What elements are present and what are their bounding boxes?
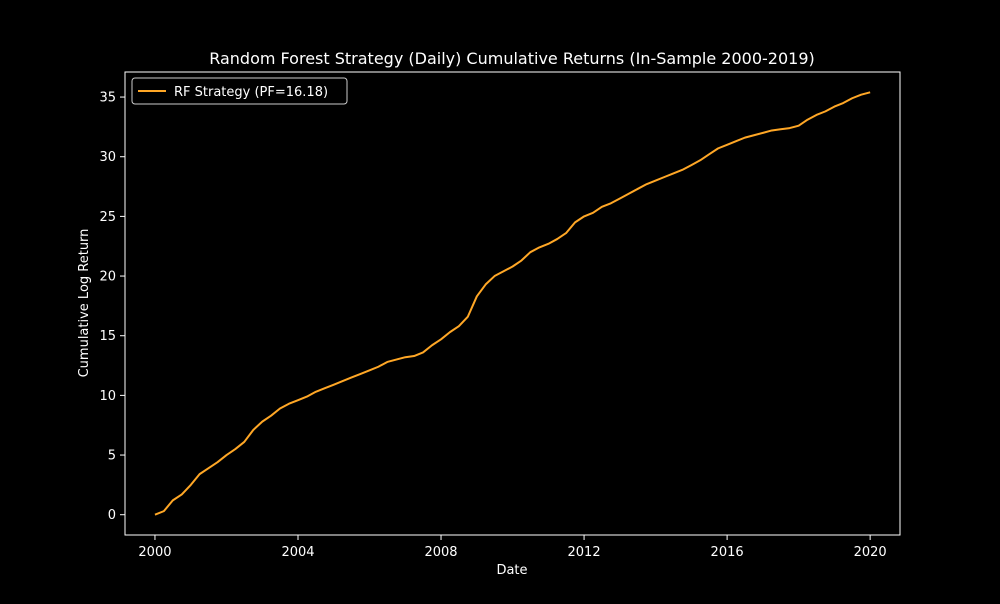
x-tick-label: 2004: [281, 545, 314, 560]
legend-box: [131, 77, 348, 105]
y-tick-label: 15: [99, 329, 116, 344]
y-tick-label: 5: [108, 449, 116, 464]
legend: RF Strategy (PF=16.18): [131, 77, 348, 105]
x-tick-label: 2012: [568, 545, 601, 560]
series-line-rf-strategy: [154, 91, 871, 516]
y-tick-label: 30: [99, 150, 116, 165]
legend-entry-rf-strategy: RF Strategy (PF=16.18): [174, 85, 328, 100]
y-tick-label: 25: [99, 210, 116, 225]
y-tick-label: 20: [99, 270, 116, 285]
y-axis: 0 5 10 15 20 25 30 35: [99, 91, 125, 523]
plot-area-frame: [124, 71, 901, 536]
x-tick-label: 2008: [424, 545, 457, 560]
y-tick-label: 0: [108, 508, 116, 523]
y-axis-label: Cumulative Log Return: [77, 229, 92, 378]
x-tick-label: 2000: [138, 545, 171, 560]
series-layer: [154, 91, 871, 516]
chart-title: Random Forest Strategy (Daily) Cumulativ…: [209, 49, 815, 68]
y-tick-label: 10: [99, 389, 116, 404]
x-tick-label: 2020: [854, 545, 887, 560]
x-axis-label: Date: [496, 563, 527, 578]
x-tick-label: 2016: [711, 545, 744, 560]
x-axis: 2000 2004 2008 2012 2016 2020: [138, 535, 887, 560]
y-tick-label: 35: [99, 91, 116, 106]
